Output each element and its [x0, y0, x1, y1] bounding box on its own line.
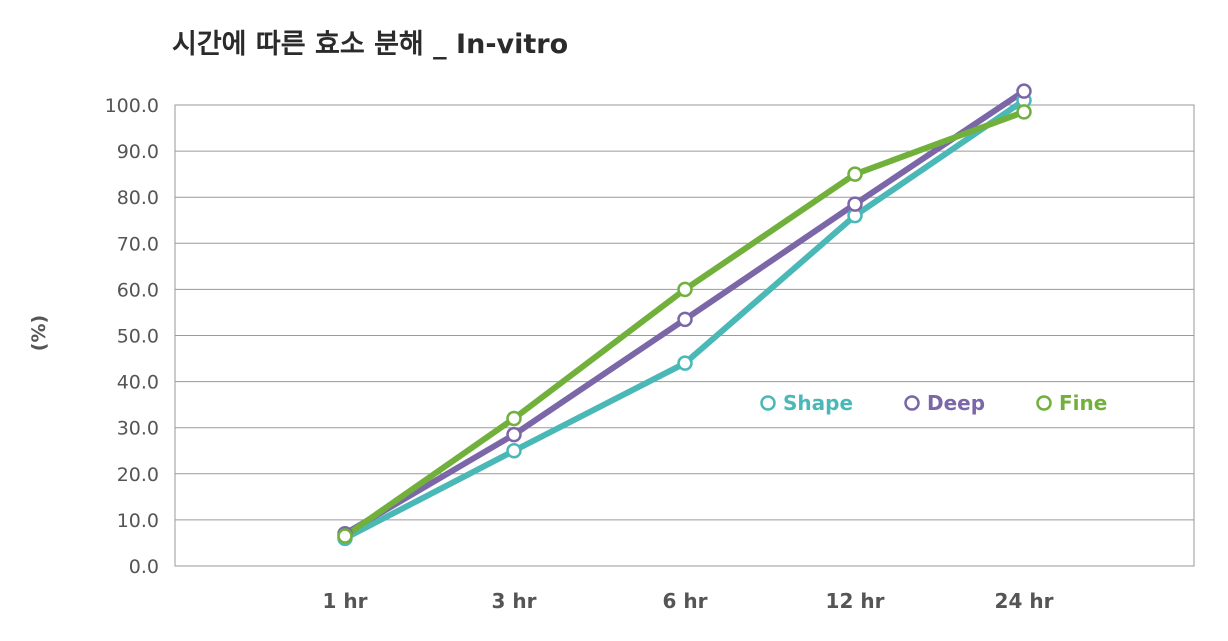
data-point-shape [506, 443, 522, 459]
y-tick-label: 50.0 [117, 326, 159, 348]
y-tick-label: 90.0 [117, 141, 159, 163]
data-point-shape [677, 355, 693, 371]
data-point-deep [506, 426, 522, 443]
y-tick-label: 10.0 [117, 510, 159, 532]
y-tick-label: 20.0 [117, 464, 159, 486]
legend-label: Fine [1059, 391, 1107, 415]
data-point-fine [337, 528, 353, 544]
data-point-deep [1016, 83, 1032, 99]
gridlines [175, 150, 1194, 521]
data-point-deep [847, 196, 863, 212]
y-tick-label: 0.0 [129, 556, 159, 578]
plot-area [174, 104, 1195, 567]
legend-item-shape: Shape [760, 391, 853, 415]
legend-label: Deep [927, 391, 985, 415]
x-axis-ticks: 1 hr 3 hr 6 hr 12 hr 24 hr [323, 589, 1054, 613]
y-tick-label: 100.0 [105, 95, 159, 117]
y-tick-label: 30.0 [117, 418, 159, 440]
x-tick-label: 12 hr [826, 589, 885, 613]
legend-marker [760, 395, 776, 411]
y-tick-label: 40.0 [117, 372, 159, 394]
legend-marker [904, 395, 920, 411]
y-tick-label: 70.0 [117, 233, 159, 255]
legend-item-fine: Fine [1036, 391, 1107, 415]
legend-label: Shape [783, 391, 853, 415]
series-lines [337, 83, 1032, 547]
legend-item-deep: Deep [904, 391, 985, 415]
x-tick-label: 3 hr [492, 589, 537, 613]
chart-title: 시간에 따른 효소 분해 _ In-vitro [172, 29, 568, 60]
y-axis-ticks: 0.0 10.0 20.0 30.0 40.0 50.0 60.0 70.0 80.0 90.0 1… [105, 95, 159, 578]
data-point-deep [677, 311, 693, 328]
y-axis-label: (%) [28, 315, 50, 351]
x-tick-label: 24 hr [995, 589, 1054, 613]
data-point-fine [847, 166, 863, 182]
legend: Shape Deep Fine [760, 391, 1107, 415]
y-tick-label: 80.0 [117, 187, 159, 209]
data-point-fine [1016, 104, 1032, 120]
legend-marker [1036, 395, 1052, 411]
data-point-fine [677, 281, 693, 298]
x-tick-label: 6 hr [663, 589, 708, 613]
x-tick-label: 1 hr [323, 589, 368, 613]
y-tick-label: 60.0 [117, 279, 159, 301]
data-point-fine [506, 410, 522, 427]
